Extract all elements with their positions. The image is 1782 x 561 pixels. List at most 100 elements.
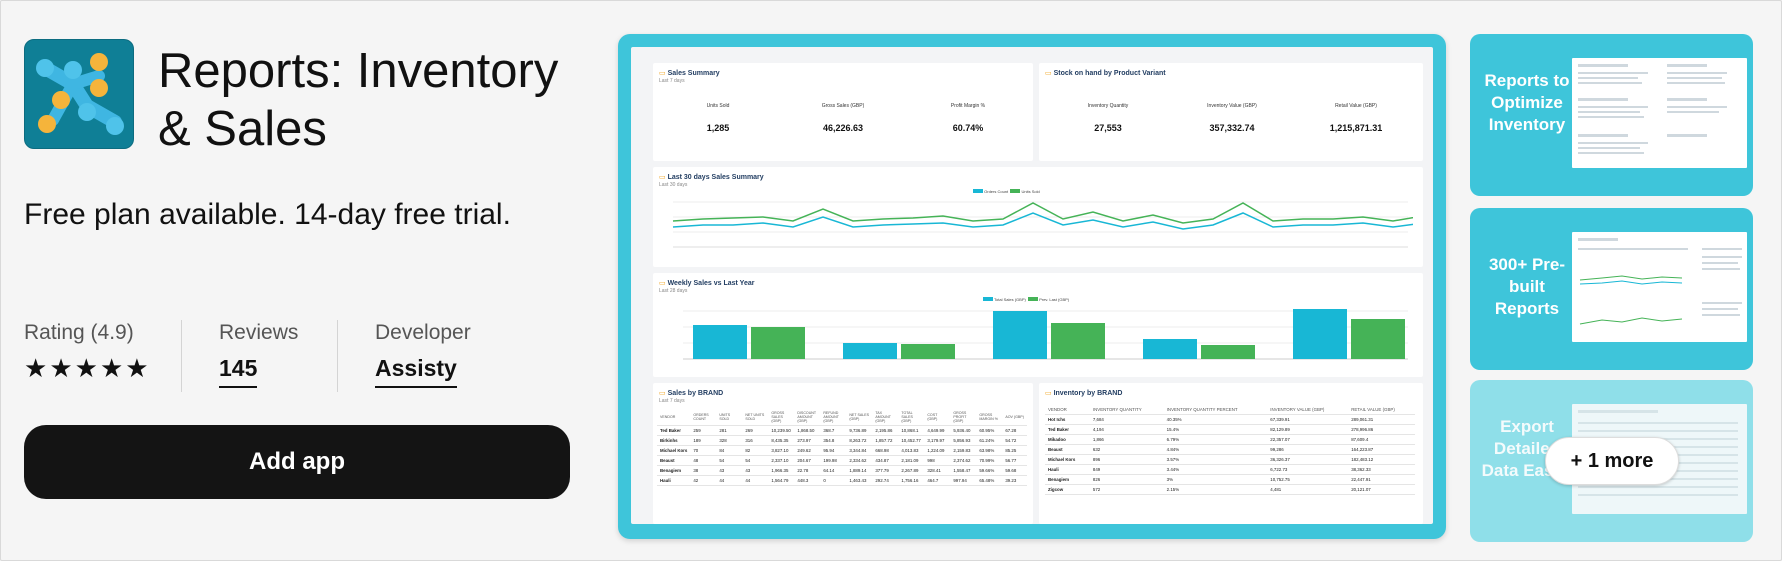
panel-title: Sales Summary	[659, 69, 720, 77]
bar-chart	[683, 309, 1408, 360]
last-30-days-panel: Last 30 days Sales Summary Last 30 days …	[653, 167, 1423, 267]
table-header-cell: INVENTORY QUANTITY PERCENT	[1163, 405, 1268, 415]
table-cell: 896	[1089, 454, 1164, 465]
table-cell: 70.99%	[976, 455, 1003, 466]
table-cell: 61.24%	[976, 435, 1003, 446]
kpi-value: 46,226.63	[822, 123, 864, 133]
reviews-count-link[interactable]: 145	[219, 352, 258, 388]
table-header-cell: INVENTORY VALUE (GBP)	[1267, 405, 1349, 415]
table-cell: Michael Kors	[1045, 454, 1090, 465]
table-row: Hot Ichs 7,684 40.35% 67,339.91 289,061.31	[1045, 414, 1415, 425]
table-cell: 59.68	[1002, 465, 1027, 476]
table-cell: 84	[716, 445, 743, 456]
table-cell: 3,179.97	[924, 435, 951, 446]
reviews-stat: Reviews 145	[219, 318, 298, 388]
kpi-value: 357,332.74	[1209, 123, 1255, 133]
table-cell: 2,195.86	[872, 425, 899, 436]
table-cell: 60.95%	[976, 425, 1003, 436]
legend-item: Total Sales (GBP)	[994, 297, 1026, 302]
table-cell: 3%	[1163, 474, 1268, 485]
table-row: Mikadoo 1,866 6.79% 22,357.07 87,609.4	[1045, 434, 1415, 445]
table-cell: 0	[820, 475, 847, 486]
table-header-cell: UNITS SOLD	[716, 409, 743, 426]
bar	[1143, 339, 1197, 359]
table-cell: 82	[742, 445, 769, 456]
table-cell: 3.44%	[1163, 464, 1268, 475]
table-cell: 4,649.99	[924, 425, 951, 436]
developer-link[interactable]: Assisty	[375, 352, 457, 388]
table-header-row: VENDOR INVENTORY QUANTITY INVENTORY QUANTI…	[1045, 405, 1415, 415]
table-header-cell: NET UNITS SOLD	[742, 409, 769, 426]
table-cell: 95.94	[820, 445, 847, 456]
kpi: Gross Sales (GBP) 46,226.63	[788, 103, 898, 133]
rating-stars: ★ ★ ★ ★ ★	[24, 354, 149, 382]
bar	[751, 327, 805, 359]
star-icon: ★	[125, 353, 149, 383]
reviews-label: Reviews	[219, 321, 299, 344]
bar	[693, 325, 747, 359]
kpi-label: Retail Value (GBP)	[1335, 103, 1377, 109]
table-header-cell: DISCOUNT AMOUNT (GBP)	[794, 409, 821, 426]
table-cell: 182,483.12	[1348, 454, 1415, 465]
weekly-sales-panel: Weekly Sales vs Last Year Last 28 days T…	[653, 273, 1423, 377]
table-cell: 39.23	[1002, 475, 1027, 486]
table-cell: 85.25	[1002, 445, 1027, 456]
table-cell: 3,344.84	[846, 445, 873, 456]
kpi-label: Gross Sales (GBP)	[821, 103, 865, 109]
screenshot-thumbnail-1[interactable]: Reports to Optimize Inventory	[1470, 34, 1753, 196]
add-app-button[interactable]: Add app	[24, 425, 570, 499]
table-cell: 1,564.79	[768, 475, 795, 486]
panel-title: Sales by BRAND	[659, 389, 724, 397]
panel-subtitle: Last 28 days	[659, 288, 688, 294]
screenshot-thumbnail-2[interactable]: 300+ Pre-built Reports	[1470, 208, 1753, 370]
table-cell: 10,452.77	[898, 435, 925, 446]
thumbnail-preview	[1572, 232, 1747, 342]
table-header-cell: GROSS SALES (GBP)	[768, 409, 795, 426]
table-cell: 8,263.72	[846, 435, 873, 446]
table-cell: 2,334.62	[846, 455, 873, 466]
table-cell: Ted Baker	[1045, 424, 1090, 435]
chart-legend: Orders Count Units Sold	[973, 189, 1040, 194]
bar	[1201, 345, 1255, 359]
kpi-value: 27,553	[1094, 123, 1122, 133]
table-cell: 3,827.10	[768, 445, 795, 456]
table-cell: 22,357.07	[1267, 434, 1349, 445]
divider	[337, 320, 338, 392]
chart-legend: Total Sales (GBP) Prev. Last (GBP)	[983, 297, 1069, 302]
table-cell: 1,857.72	[872, 435, 899, 446]
table-cell: 6.79%	[1163, 434, 1268, 445]
more-screenshots-button[interactable]: + 1 more	[1545, 437, 1679, 485]
screenshot-main[interactable]: Sales Summary Last 7 days Units Sold 1,2…	[618, 34, 1446, 539]
table-cell: 67.28	[1002, 425, 1027, 436]
table-header-cell: ORDERS COUNT	[690, 409, 717, 426]
table-cell: 5,936.40	[950, 425, 977, 436]
panel-title: Inventory by BRAND	[1045, 389, 1123, 397]
sales-by-brand-table: VENDOR ORDERS COUNT UNITS SOLD NET UNITS SO…	[657, 409, 1027, 486]
table-cell: 204.67	[794, 455, 821, 466]
sales-summary-panel: Sales Summary Last 7 days Units Sold 1,2…	[653, 63, 1033, 161]
table-cell: 67,339.91	[1267, 414, 1349, 425]
table-header-cell: COST (GBP)	[924, 409, 951, 426]
kpi: Retail Value (GBP) 1,215,871.31	[1301, 103, 1411, 133]
kpi-value: 1,215,871.31	[1329, 123, 1383, 133]
table-cell: 328	[716, 435, 743, 446]
table-cell: 368.7	[820, 425, 847, 436]
table-cell: 22.78	[794, 465, 821, 476]
table-header-cell: VENDOR	[1045, 405, 1090, 415]
table-cell: 668.98	[872, 445, 899, 456]
table-cell: 1,463.43	[846, 475, 873, 486]
table-row: Zigcow 572 2.15% 4,481 20,121.07	[1045, 484, 1415, 495]
table-cell: 273.97	[794, 435, 821, 446]
bar	[1293, 309, 1347, 359]
star-icon: ★	[99, 353, 124, 383]
table-cell: Benagiem	[1045, 474, 1090, 485]
table-cell: 1,224.09	[924, 445, 951, 456]
panel-title: Weekly Sales vs Last Year	[659, 279, 755, 287]
table-cell: 4.84%	[1163, 444, 1268, 455]
developer-stat: Developer Assisty	[375, 318, 471, 388]
table-cell: 8,435.35	[768, 435, 795, 446]
table-cell: 354.8	[820, 435, 847, 446]
inventory-by-brand-table: VENDOR INVENTORY QUANTITY INVENTORY QUANTI…	[1045, 405, 1415, 495]
table-cell: 572	[1089, 484, 1164, 495]
